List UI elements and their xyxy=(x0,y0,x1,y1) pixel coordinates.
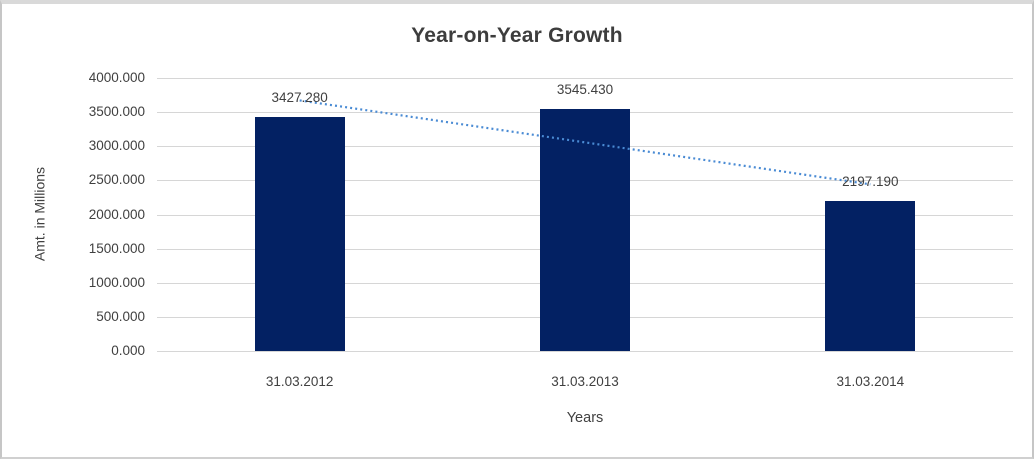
y-tick-label: 1500.000 xyxy=(88,240,145,256)
bar xyxy=(825,201,916,351)
trendline xyxy=(299,99,871,186)
chart-title: Year-on-Year Growth xyxy=(411,24,623,47)
plot-area: 3427.280 3545.430 2197.190 xyxy=(157,78,1013,352)
bar xyxy=(254,117,345,351)
x-tick-label: 31.03.2013 xyxy=(551,374,619,389)
y-tick-label: 0.000 xyxy=(111,343,145,358)
bar xyxy=(540,109,630,351)
y-tick-label: 500.000 xyxy=(96,308,145,324)
x-tick-label: 31.03.2014 xyxy=(836,374,905,389)
chart-canvas: Year-on-Year Growth Amt. in Millions 342… xyxy=(2,4,1032,457)
x-axis-title: Years xyxy=(566,410,604,426)
y-tick-label: 3500.000 xyxy=(88,104,145,120)
y-tick-label: 2000.000 xyxy=(88,206,145,222)
y-tick-label: 3000.000 xyxy=(88,138,145,154)
x-tick-label: 31.03.2012 xyxy=(265,374,334,389)
y-tick-label: 2500.000 xyxy=(88,172,145,188)
y-tick-label: 4000.000 xyxy=(88,70,145,85)
bar-data-label: 3427.280 xyxy=(271,90,328,106)
y-tick-label: 1000.000 xyxy=(88,274,145,290)
bar-data-label: 2197.190 xyxy=(842,174,899,190)
bar-data-label: 3545.430 xyxy=(556,82,614,98)
gridline xyxy=(157,351,1013,352)
gridline xyxy=(157,78,1013,79)
